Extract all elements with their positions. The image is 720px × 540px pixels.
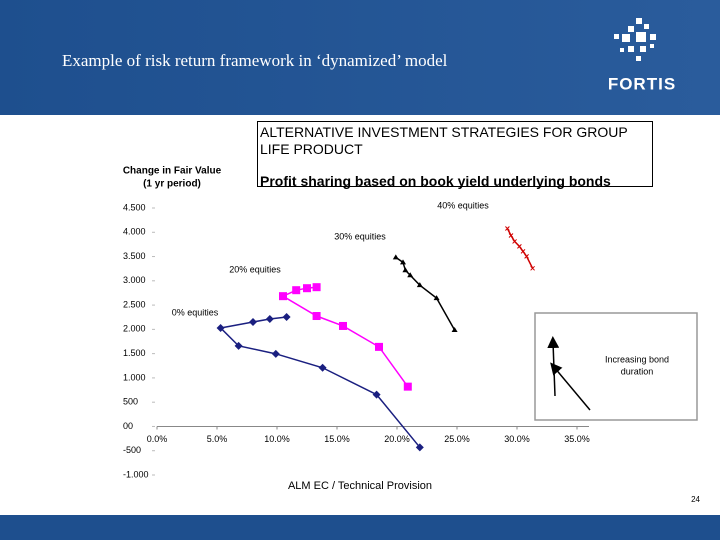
x-tick-label: 5.0% <box>207 434 228 444</box>
point <box>339 321 347 330</box>
logo-text: FORTIS <box>608 74 676 93</box>
y-tick-label: 00 <box>123 421 133 431</box>
point <box>517 244 522 249</box>
inset-text: Increasing bond <box>605 354 669 364</box>
point <box>505 226 510 231</box>
y-axis-label: (1 yr period) <box>143 179 201 190</box>
point <box>265 315 274 324</box>
y-tick-label: 3.000 <box>123 275 146 285</box>
chart-subtitle: Profit sharing based on book yield under… <box>260 173 611 189</box>
inset-box <box>534 312 698 421</box>
point <box>271 349 280 358</box>
point <box>508 233 514 238</box>
point <box>415 443 424 452</box>
point <box>402 267 409 273</box>
point <box>372 390 381 399</box>
y-axis-label: Change in Fair Value <box>123 166 222 177</box>
y-tick-label: 4.000 <box>123 227 146 237</box>
y-tick-label: 2.000 <box>123 324 146 334</box>
series-line <box>281 286 409 388</box>
point <box>279 292 287 301</box>
point <box>392 254 399 260</box>
point <box>216 323 225 332</box>
point <box>512 239 517 244</box>
series-line <box>506 228 534 269</box>
series-label: 0% equities <box>172 307 219 317</box>
page-number: 24 <box>691 495 700 504</box>
series-label: 30% equities <box>334 231 386 241</box>
y-tick-label: 1.500 <box>123 348 146 358</box>
x-tick-label: 0.0% <box>147 434 168 444</box>
y-tick-label: -1.000 <box>123 469 149 479</box>
series-label: 20% equities <box>229 264 281 274</box>
point <box>524 253 529 259</box>
point <box>403 382 412 391</box>
point <box>433 295 440 301</box>
point <box>416 282 423 288</box>
y-tick-label: 500 <box>123 397 138 407</box>
footer-band <box>0 515 720 540</box>
y-tick-label: 2.500 <box>123 299 146 309</box>
x-tick-label: 35.0% <box>564 434 590 444</box>
y-tick-label: 1.000 <box>123 372 146 382</box>
point <box>234 341 243 350</box>
point <box>407 272 414 278</box>
point <box>520 248 526 254</box>
point <box>400 259 406 265</box>
point <box>249 317 257 326</box>
y-tick-label: 4.500 <box>123 202 146 212</box>
header-band <box>0 0 720 115</box>
point <box>282 313 291 322</box>
series-line <box>219 316 421 448</box>
point <box>312 283 321 292</box>
point <box>451 326 458 332</box>
x-axis-label: ALM EC / Technical Provision <box>288 480 432 492</box>
chart-title: ALTERNATIVE INVESTMENT STRATEGIES FOR GR… <box>260 124 628 157</box>
series-line <box>395 256 456 331</box>
point <box>292 286 301 295</box>
x-tick-label: 30.0% <box>504 434 530 444</box>
point <box>312 312 321 321</box>
point <box>318 363 327 372</box>
point <box>303 284 311 293</box>
slide-title: Example of risk return framework in ‘dyn… <box>62 51 448 70</box>
title-box: ALTERNATIVE INVESTMENT STRATEGIES FOR GR… <box>257 121 653 189</box>
logo-icon <box>614 18 656 61</box>
x-tick-label: 20.0% <box>384 434 410 444</box>
x-tick-label: 15.0% <box>324 434 350 444</box>
x-tick-label: 10.0% <box>264 434 290 444</box>
y-tick-label: 3.500 <box>123 251 146 261</box>
x-tick-label: 25.0% <box>444 434 470 444</box>
point <box>530 265 535 271</box>
inset-text: duration <box>621 366 654 376</box>
arrow <box>550 362 591 411</box>
point <box>375 342 383 351</box>
y-tick-label: -500 <box>123 445 141 455</box>
series-label: 40% equities <box>437 200 489 210</box>
